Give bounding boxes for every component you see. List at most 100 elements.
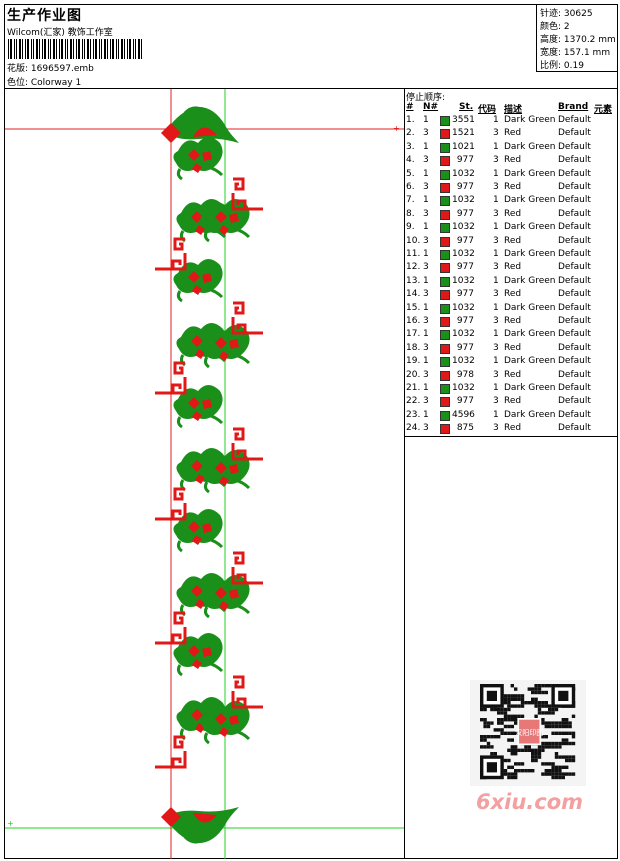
row-brand: Default bbox=[558, 356, 591, 367]
row-stitches: 4596 bbox=[452, 409, 475, 420]
table-row: 12. 3 977 3 Red Default bbox=[405, 262, 618, 275]
table-row: 3. 1 1021 1 Dark Green Default bbox=[405, 142, 618, 155]
stop-sequence-panel: 停止顺序: # N# St. 代码 描述 Brand 元素 1. 1 3551 1 Da… bbox=[405, 89, 618, 437]
table-row: 17. 1 1032 1 Dark Green Default bbox=[405, 329, 618, 342]
row-desc: Red bbox=[504, 155, 522, 166]
qr-badge-text: 汉阳印图 bbox=[515, 728, 543, 737]
color-swatch bbox=[440, 223, 450, 234]
row-needle: 1 bbox=[423, 141, 429, 152]
row-desc: Dark Green bbox=[504, 329, 556, 340]
row-brand: Default bbox=[558, 235, 591, 246]
row-code: 3 bbox=[493, 342, 499, 353]
col-header-st: St. bbox=[459, 102, 474, 112]
row-stitches: 1032 bbox=[452, 222, 475, 233]
stat-colors: 颜色: 2 bbox=[540, 22, 570, 32]
col-header-num: # bbox=[406, 102, 414, 112]
row-stitches: 977 bbox=[456, 262, 474, 273]
row-brand: Default bbox=[558, 262, 591, 273]
row-brand: Default bbox=[558, 249, 591, 259]
row-num: 1. bbox=[406, 115, 415, 125]
row-desc: Red bbox=[504, 369, 522, 380]
stat-width: 宽度: 157.1 mm bbox=[540, 48, 611, 58]
fret-left-5 bbox=[155, 735, 187, 769]
row-brand: Default bbox=[558, 275, 591, 286]
row-needle: 1 bbox=[423, 356, 429, 367]
fret-left-2 bbox=[155, 361, 187, 395]
row-num: 10. bbox=[406, 235, 421, 246]
row-num: 17. bbox=[406, 329, 421, 340]
row-desc: Red bbox=[504, 128, 522, 139]
color-swatch bbox=[440, 343, 450, 354]
table-row: 15. 1 1032 1 Dark Green Default bbox=[405, 303, 618, 316]
color-swatch bbox=[440, 397, 450, 408]
flower-motif-1 bbox=[173, 137, 224, 181]
color-swatch bbox=[440, 357, 450, 368]
row-desc: Red bbox=[504, 182, 522, 192]
row-needle: 1 bbox=[423, 383, 429, 393]
row-code: 1 bbox=[493, 141, 499, 152]
row-stitches: 1032 bbox=[452, 195, 475, 206]
fret-right-5 bbox=[231, 675, 263, 709]
table-row: 19. 1 1032 1 Dark Green Default bbox=[405, 356, 618, 369]
row-desc: Dark Green bbox=[504, 168, 556, 179]
row-num: 19. bbox=[406, 356, 421, 367]
fret-right-4 bbox=[231, 551, 263, 585]
row-needle: 3 bbox=[423, 396, 429, 407]
col-header-desc: 描述 bbox=[504, 105, 523, 115]
row-brand: Default bbox=[558, 182, 591, 192]
row-stitches: 1032 bbox=[452, 168, 475, 179]
stat-scale: 比例: 0.19 bbox=[540, 61, 584, 71]
row-desc: Dark Green bbox=[504, 275, 556, 286]
table-row: 2. 3 1521 3 Red Default bbox=[405, 128, 618, 141]
row-needle: 1 bbox=[423, 115, 429, 125]
row-stitches: 1032 bbox=[452, 302, 475, 313]
row-num: 16. bbox=[406, 316, 421, 326]
row-num: 7. bbox=[406, 195, 415, 206]
row-stitches: 1521 bbox=[452, 128, 475, 139]
row-num: 15. bbox=[406, 302, 421, 313]
row-needle: 3 bbox=[423, 423, 429, 434]
row-brand: Default bbox=[558, 396, 591, 407]
color-swatch bbox=[440, 209, 450, 220]
row-num: 14. bbox=[406, 289, 421, 300]
stat-stitches: 针迹: 30625 bbox=[540, 9, 593, 19]
row-brand: Default bbox=[558, 383, 591, 393]
row-desc: Red bbox=[504, 289, 522, 300]
table-row: 16. 3 977 3 Red Default bbox=[405, 316, 618, 329]
row-num: 13. bbox=[406, 275, 421, 286]
row-num: 24. bbox=[406, 423, 421, 434]
watermark: 6xiu.com bbox=[476, 790, 584, 814]
color-swatch bbox=[440, 142, 450, 153]
row-code: 3 bbox=[493, 182, 499, 192]
row-brand: Default bbox=[558, 423, 591, 434]
row-stitches: 1021 bbox=[452, 141, 475, 152]
design-preview[interactable]: + + bbox=[5, 89, 404, 859]
row-stitches: 977 bbox=[456, 342, 474, 353]
row-desc: Red bbox=[504, 235, 522, 246]
embroidery-border-design: + + bbox=[5, 89, 404, 859]
row-code: 1 bbox=[493, 115, 499, 125]
fret-left-3 bbox=[155, 487, 187, 521]
row-code: 1 bbox=[493, 409, 499, 420]
row-stitches: 977 bbox=[456, 155, 474, 166]
table-row: 13. 1 1032 1 Dark Green Default bbox=[405, 276, 618, 289]
table-row: 20. 3 978 3 Red Default bbox=[405, 370, 618, 383]
table-row: 9. 1 1032 1 Dark Green Default bbox=[405, 222, 618, 235]
color-swatch bbox=[440, 196, 450, 207]
page-title: 生产作业图 bbox=[7, 8, 82, 24]
fret-right-1 bbox=[231, 177, 263, 211]
stop-sequence-title: 停止顺序: bbox=[406, 93, 446, 103]
row-brand: Default bbox=[558, 369, 591, 380]
row-brand: Default bbox=[558, 195, 591, 206]
company-name: Wilcom(汇家) 教饰工作室 bbox=[7, 28, 113, 38]
row-code: 1 bbox=[493, 356, 499, 367]
end-cap-top bbox=[161, 106, 239, 143]
row-stitches: 3551 bbox=[452, 115, 475, 125]
row-needle: 1 bbox=[423, 302, 429, 313]
row-needle: 1 bbox=[423, 409, 429, 420]
row-brand: Default bbox=[558, 409, 591, 420]
row-needle: 3 bbox=[423, 342, 429, 353]
row-needle: 3 bbox=[423, 208, 429, 219]
row-desc: Red bbox=[504, 396, 522, 407]
color-swatch bbox=[440, 129, 450, 140]
